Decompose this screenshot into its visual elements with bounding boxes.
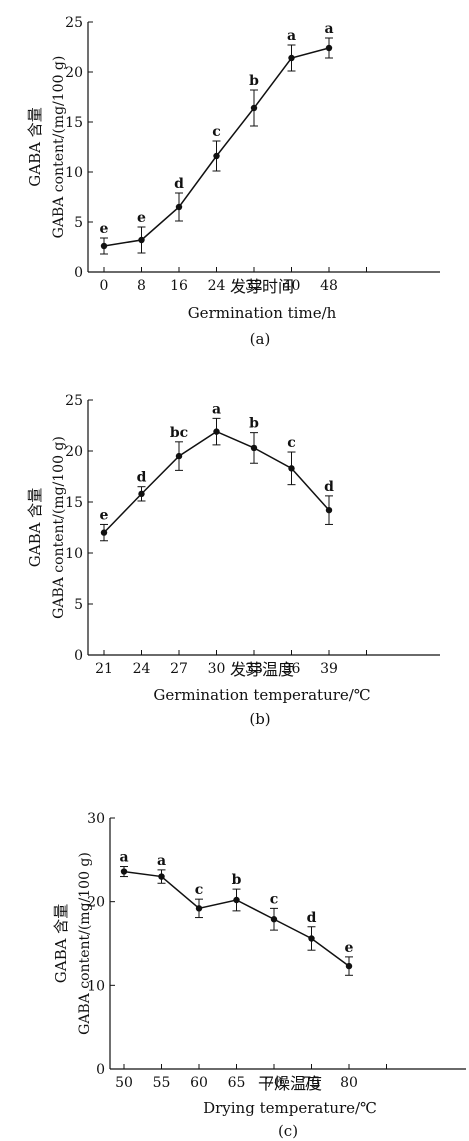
- significance-letter: d: [137, 470, 147, 486]
- significance-letter: a: [157, 853, 166, 869]
- x-axis-label-en: Germination time/h: [188, 304, 337, 322]
- data-point: [213, 152, 220, 160]
- y-tick-label: 10: [65, 546, 83, 562]
- y-axis-label-cn: GABA 含量: [26, 107, 44, 186]
- data-point: [250, 444, 258, 452]
- x-tick-label: 48: [320, 278, 338, 294]
- data-point: [100, 529, 108, 536]
- significance-letter: d: [174, 176, 184, 192]
- significance-letter: b: [249, 73, 259, 89]
- significance-letter: d: [324, 479, 334, 495]
- x-tick-label: 60: [190, 1075, 208, 1091]
- data-point: [250, 104, 258, 112]
- x-axis-label-cn: 发芽时间: [230, 277, 294, 296]
- x-axis-label-cn: 发芽温度: [230, 660, 294, 679]
- x-tick-label: 70: [265, 1075, 283, 1091]
- y-axis-label-en: GABA content/(mg/100 g): [77, 852, 93, 1035]
- significance-letter: c: [195, 882, 204, 898]
- data-point: [270, 916, 278, 923]
- y-tick-label: 25: [65, 393, 83, 409]
- data-point: [195, 905, 203, 912]
- y-tick-label: 10: [65, 165, 83, 181]
- x-tick-label: 65: [228, 1075, 246, 1091]
- x-tick-label: 27: [170, 661, 188, 677]
- y-axis-label-cn: GABA 含量: [26, 488, 44, 567]
- significance-letter: b: [232, 872, 242, 888]
- data-point: [288, 465, 295, 472]
- significance-letter: a: [212, 401, 221, 417]
- y-axis-label-en: GABA content/(mg/100 g): [51, 56, 67, 239]
- y-tick-label: 0: [74, 265, 83, 281]
- y-tick-label: 10: [87, 978, 105, 994]
- y-tick-label: 30: [87, 811, 105, 827]
- data-point: [325, 44, 333, 52]
- data-point: [158, 873, 165, 880]
- x-tick-label: 24: [133, 661, 151, 677]
- data-point: [308, 935, 315, 942]
- data-point: [175, 452, 183, 460]
- y-tick-label: 0: [74, 648, 83, 664]
- x-tick-label: 30: [208, 661, 226, 677]
- data-point: [233, 896, 240, 904]
- y-tick-label: 20: [87, 895, 105, 911]
- y-tick-label: 20: [65, 444, 83, 460]
- y-tick-label: 5: [74, 215, 83, 231]
- data-point: [288, 54, 295, 62]
- data-point: [345, 962, 353, 970]
- data-point: [120, 868, 128, 875]
- y-tick-label: 0: [96, 1062, 105, 1078]
- x-tick-label: 0: [100, 278, 109, 294]
- data-point: [325, 506, 333, 514]
- significance-letter: c: [270, 891, 279, 907]
- panel-label: (a): [250, 330, 271, 348]
- significance-letter: a: [324, 21, 333, 37]
- significance-letter: c: [287, 435, 296, 451]
- significance-letter: e: [100, 507, 109, 523]
- x-axis-label-cn: 干燥温度: [258, 1074, 322, 1093]
- x-tick-label: 75: [303, 1075, 321, 1091]
- x-tick-label: 24: [208, 278, 226, 294]
- x-tick-label: 16: [170, 278, 188, 294]
- panel-label: (b): [249, 710, 270, 728]
- x-axis-label-en: Drying temperature/℃: [203, 1099, 377, 1117]
- data-point: [138, 236, 145, 244]
- chart-panel-3: 0 10 20 30 50 55 60 65 70 75 80 a a c b c d e GABA 含量 GABA …: [52, 811, 466, 1140]
- y-tick-label: 5: [74, 597, 83, 613]
- y-tick-label: 15: [65, 115, 83, 131]
- x-tick-label: 21: [95, 661, 113, 677]
- x-tick-label: 50: [115, 1075, 133, 1091]
- significance-letter: c: [212, 124, 221, 140]
- data-point: [213, 428, 220, 435]
- x-axis-label-en: Germination temperature/℃: [153, 686, 370, 704]
- y-tick-label: 20: [65, 65, 83, 81]
- significance-letter: a: [287, 28, 296, 44]
- significance-letter: bc: [170, 425, 188, 441]
- x-tick-label: 33: [245, 661, 263, 677]
- y-tick-label: 15: [65, 495, 83, 511]
- significance-letter: b: [249, 416, 259, 432]
- significance-letter: e: [137, 210, 146, 226]
- y-axis-label-en: GABA content/(mg/100 g): [51, 436, 67, 619]
- x-tick-label: 40: [283, 278, 301, 294]
- data-point: [100, 242, 108, 250]
- x-tick-label: 55: [153, 1075, 171, 1091]
- y-tick-label: 25: [65, 15, 83, 31]
- x-tick-label: 8: [137, 278, 146, 294]
- x-tick-label: 36: [283, 661, 301, 677]
- x-tick-label: 32: [245, 278, 263, 294]
- chart-panel-1: 0 5 10 15 20 25 0 8 16 24 32 40 48 e e d c b a a GABA 含量 GABA…: [26, 15, 440, 348]
- significance-letter: a: [119, 850, 128, 866]
- significance-letter: e: [345, 940, 354, 956]
- significance-letter: d: [307, 910, 317, 926]
- x-tick-label: 39: [320, 661, 338, 677]
- panel-label: (c): [278, 1122, 298, 1140]
- significance-letter: e: [100, 221, 109, 237]
- data-point: [138, 490, 145, 498]
- y-axis-label-cn: GABA 含量: [52, 904, 70, 983]
- data-point: [175, 203, 183, 211]
- x-tick-label: 80: [340, 1075, 358, 1091]
